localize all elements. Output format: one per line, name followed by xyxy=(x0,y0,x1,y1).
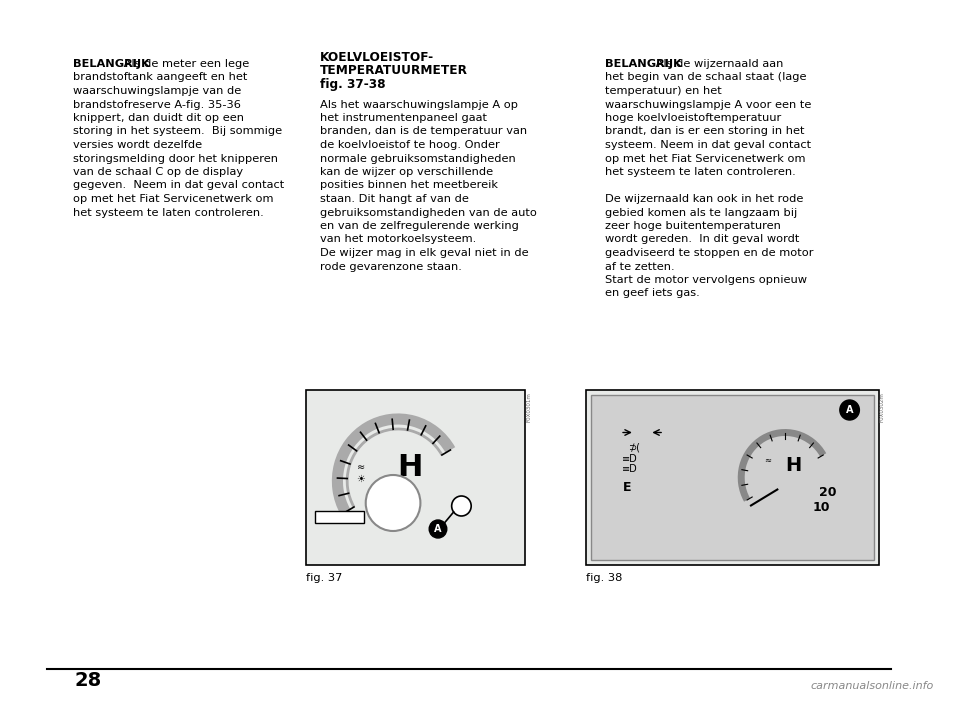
Text: normale gebruiksomstandigheden: normale gebruiksomstandigheden xyxy=(321,154,516,164)
Text: de koelvloeistof te hoog. Onder: de koelvloeistof te hoog. Onder xyxy=(321,140,500,150)
Text: branden, dan is de temperatuur van: branden, dan is de temperatuur van xyxy=(321,126,527,137)
Text: temperatuur) en het: temperatuur) en het xyxy=(606,86,722,96)
Text: storingsmelding door het knipperen: storingsmelding door het knipperen xyxy=(73,154,278,164)
Text: Start de motor vervolgens opnieuw: Start de motor vervolgens opnieuw xyxy=(606,275,807,285)
Text: geadviseerd te stoppen en de motor: geadviseerd te stoppen en de motor xyxy=(606,248,814,258)
Text: van het motorkoelsysteem.: van het motorkoelsysteem. xyxy=(321,235,476,245)
Text: versies wordt dezelfde: versies wordt dezelfde xyxy=(73,140,203,150)
Text: Als de meter een lege: Als de meter een lege xyxy=(120,59,250,69)
Text: brandstofreserve A-fig. 35-36: brandstofreserve A-fig. 35-36 xyxy=(73,99,241,109)
Text: het systeem te laten controleren.: het systeem te laten controleren. xyxy=(73,208,264,218)
Text: E: E xyxy=(623,481,632,494)
Text: De wijzernaald kan ook in het rode: De wijzernaald kan ook in het rode xyxy=(606,194,804,204)
Text: het instrumentenpaneel gaat: het instrumentenpaneel gaat xyxy=(321,113,488,123)
Text: ≡D: ≡D xyxy=(622,464,637,474)
Text: H: H xyxy=(397,452,422,481)
Text: gebruiksomstandigheden van de auto: gebruiksomstandigheden van de auto xyxy=(321,208,538,218)
Text: F0X0301m: F0X0301m xyxy=(526,392,532,422)
Text: kan de wijzer op verschillende: kan de wijzer op verschillende xyxy=(321,167,493,177)
Text: waarschuwingslampje A voor een te: waarschuwingslampje A voor een te xyxy=(606,99,812,109)
Text: brandstoftank aangeeft en het: brandstoftank aangeeft en het xyxy=(73,72,248,82)
Circle shape xyxy=(366,475,420,531)
Text: carmanualsonline.info: carmanualsonline.info xyxy=(810,681,934,691)
Text: fig. 37-38: fig. 37-38 xyxy=(321,78,386,91)
Text: storing in het systeem.  Bij sommige: storing in het systeem. Bij sommige xyxy=(73,126,282,137)
Text: F0X0302m: F0X0302m xyxy=(880,392,885,422)
Circle shape xyxy=(840,400,859,420)
Text: gebied komen als te langzaam bij: gebied komen als te langzaam bij xyxy=(606,208,798,218)
Text: BELANGRIJK: BELANGRIJK xyxy=(606,59,683,69)
Circle shape xyxy=(429,520,446,538)
Text: en van de zelfregulerende werking: en van de zelfregulerende werking xyxy=(321,221,519,231)
Text: staan. Dit hangt af van de: staan. Dit hangt af van de xyxy=(321,194,469,204)
Text: 10: 10 xyxy=(812,501,830,514)
Text: A: A xyxy=(846,405,853,415)
Text: ≈
☀: ≈ ☀ xyxy=(356,462,365,484)
Text: A: A xyxy=(434,524,442,534)
Text: 28: 28 xyxy=(74,671,102,690)
Text: posities binnen het meetbereik: posities binnen het meetbereik xyxy=(321,181,498,191)
Text: op met het Fiat Servicenetwerk om: op met het Fiat Servicenetwerk om xyxy=(73,194,274,204)
Text: ⊅(: ⊅( xyxy=(628,442,640,452)
Bar xyxy=(590,395,874,560)
Text: waarschuwingslampje van de: waarschuwingslampje van de xyxy=(73,86,242,96)
Text: KOELVLOEISTOF-: KOELVLOEISTOF- xyxy=(321,51,435,64)
Text: af te zetten.: af te zetten. xyxy=(606,262,675,272)
Text: van de schaal C op de display: van de schaal C op de display xyxy=(73,167,244,177)
Text: gegeven.  Neem in dat geval contact: gegeven. Neem in dat geval contact xyxy=(73,181,284,191)
Text: TEMPERATUURMETER: TEMPERATUURMETER xyxy=(321,65,468,77)
Text: 20: 20 xyxy=(819,486,837,499)
Text: brandt, dan is er een storing in het: brandt, dan is er een storing in het xyxy=(606,126,805,137)
Bar xyxy=(586,390,879,565)
Circle shape xyxy=(451,496,471,516)
Bar xyxy=(316,511,364,523)
Text: BELANGRIJK: BELANGRIJK xyxy=(73,59,150,69)
Text: zeer hoge buitentemperaturen: zeer hoge buitentemperaturen xyxy=(606,221,781,231)
Text: op met het Fiat Servicenetwerk om: op met het Fiat Servicenetwerk om xyxy=(606,154,806,164)
Text: ≈: ≈ xyxy=(763,455,771,464)
Text: H: H xyxy=(785,456,801,475)
Bar xyxy=(305,390,525,565)
Text: het systeem te laten controleren.: het systeem te laten controleren. xyxy=(606,167,796,177)
Text: knippert, dan duidt dit op een: knippert, dan duidt dit op een xyxy=(73,113,244,123)
Text: fig. 38: fig. 38 xyxy=(586,573,622,583)
Text: ≡D: ≡D xyxy=(622,454,637,464)
Text: en geef iets gas.: en geef iets gas. xyxy=(606,289,700,298)
Text: rode gevarenzone staan.: rode gevarenzone staan. xyxy=(321,262,462,272)
Text: hoge koelvloeistoftemperatuur: hoge koelvloeistoftemperatuur xyxy=(606,113,781,123)
Text: wordt gereden.  In dit geval wordt: wordt gereden. In dit geval wordt xyxy=(606,235,800,245)
Text: Als het waarschuwingslampje A op: Als het waarschuwingslampje A op xyxy=(321,99,518,109)
Text: fig. 37: fig. 37 xyxy=(305,573,342,583)
Text: systeem. Neem in dat geval contact: systeem. Neem in dat geval contact xyxy=(606,140,811,150)
Text: het begin van de schaal staat (lage: het begin van de schaal staat (lage xyxy=(606,72,807,82)
Text: Als de wijzernaald aan: Als de wijzernaald aan xyxy=(653,59,783,69)
Text: De wijzer mag in elk geval niet in de: De wijzer mag in elk geval niet in de xyxy=(321,248,529,258)
